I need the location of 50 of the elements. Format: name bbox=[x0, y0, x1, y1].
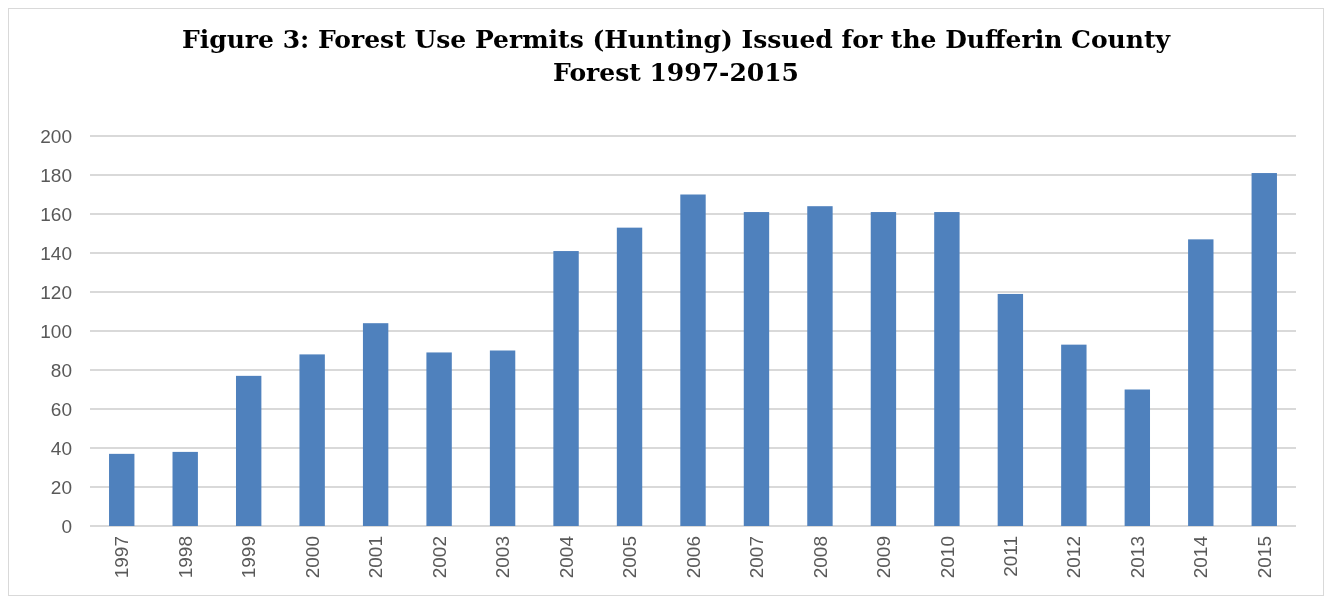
bar bbox=[1251, 173, 1277, 526]
x-tick-label: 1997 bbox=[111, 536, 133, 579]
chart-title: Figure 3: Forest Use Permits (Hunting) Issued for the Dufferin County Forest 1997-2015 bbox=[181, 25, 1172, 87]
bar bbox=[934, 212, 960, 526]
bar bbox=[489, 350, 516, 526]
x-tick-label: 1999 bbox=[238, 536, 260, 579]
x-tick-label: 2008 bbox=[809, 536, 831, 579]
y-tick-label: 160 bbox=[40, 203, 72, 225]
bar bbox=[235, 375, 262, 526]
x-tick-label: 2001 bbox=[365, 536, 387, 579]
x-tick-label: 2010 bbox=[936, 536, 958, 579]
x-tick-label: 2011 bbox=[1000, 536, 1022, 577]
x-tick-label: 2013 bbox=[1126, 536, 1148, 579]
y-tick-label: 100 bbox=[40, 320, 72, 342]
bar bbox=[109, 453, 135, 526]
bar bbox=[997, 293, 1024, 526]
y-tick-label: 20 bbox=[50, 476, 72, 498]
y-tick-label: 120 bbox=[40, 281, 72, 303]
x-tick-label: 2015 bbox=[1253, 536, 1275, 579]
y-tick-label: 140 bbox=[40, 242, 72, 264]
x-tick-label: 2003 bbox=[492, 536, 514, 579]
y-tick-label: 180 bbox=[40, 164, 72, 186]
y-tick-label: 40 bbox=[50, 437, 72, 459]
x-tick-label: 2014 bbox=[1190, 535, 1212, 579]
x-tick-label: 2000 bbox=[301, 536, 323, 579]
x-tick-label: 2012 bbox=[1063, 536, 1085, 579]
x-tick-label: 2006 bbox=[682, 536, 704, 579]
y-tick-label: 200 bbox=[40, 125, 72, 147]
y-tick-label: 80 bbox=[50, 359, 72, 381]
bar bbox=[362, 323, 389, 526]
bar bbox=[1188, 239, 1214, 526]
y-tick-label: 60 bbox=[50, 398, 72, 420]
x-tick-label: 2007 bbox=[746, 536, 768, 579]
x-tick-label: 2004 bbox=[555, 535, 577, 579]
bar bbox=[870, 212, 897, 526]
bar bbox=[616, 227, 643, 526]
bar bbox=[680, 194, 706, 526]
bar bbox=[743, 212, 770, 526]
bar bbox=[172, 451, 198, 526]
bar bbox=[299, 354, 325, 526]
bar bbox=[807, 206, 833, 526]
bar bbox=[426, 352, 452, 526]
x-tick-label: 2002 bbox=[428, 536, 450, 579]
bar bbox=[1124, 389, 1151, 526]
x-tick-label: 2005 bbox=[619, 536, 641, 579]
y-tick-label: 0 bbox=[61, 515, 72, 537]
x-tick-label: 1998 bbox=[174, 536, 196, 579]
bar bbox=[553, 251, 579, 526]
bar bbox=[1061, 344, 1087, 526]
x-tick-label: 2009 bbox=[873, 536, 895, 579]
